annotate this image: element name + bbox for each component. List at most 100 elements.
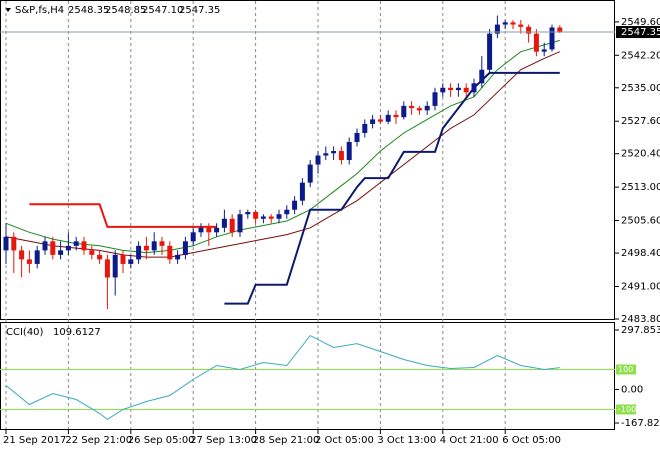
chart-title: S&P,fs,H4: [15, 5, 64, 16]
title-value: 2548.85: [105, 5, 146, 16]
candle-body: [299, 182, 305, 201]
cci-line: [5, 334, 560, 421]
y-tick-label: 2513.00: [621, 182, 660, 193]
y-tick-label: 2520.40: [621, 149, 660, 160]
main-frame: [0, 0, 615, 320]
level-box: [616, 364, 636, 375]
price-label-box: [616, 26, 660, 39]
candle-body: [112, 254, 118, 278]
candle-body: [557, 27, 563, 33]
x-tick-label: 2 Oct 05:00: [315, 435, 374, 446]
candle-body: [401, 105, 407, 118]
candle-body: [198, 227, 204, 233]
indicator-line: [224, 71, 560, 305]
candle-body: [175, 254, 181, 260]
candle-body: [268, 216, 274, 219]
candle-body: [136, 245, 142, 260]
level-label: -100: [618, 405, 636, 414]
candle-body: [120, 254, 126, 264]
level-box: [616, 404, 636, 415]
candle-body: [354, 132, 360, 142]
y-tick-label: 2535.00: [621, 83, 660, 94]
candle-body: [237, 214, 243, 233]
candle-body: [143, 245, 149, 251]
candle-body: [260, 216, 266, 219]
title-value: 2548.35: [68, 5, 109, 16]
x-tick-label: 28 Sep 21:00: [253, 435, 320, 446]
candle-body: [42, 241, 48, 251]
candle-body: [440, 87, 446, 93]
candle-body: [97, 254, 103, 260]
candle-body: [432, 92, 438, 106]
candle-body: [58, 250, 64, 255]
candle-body: [323, 153, 329, 156]
y-tick-label: 0.00: [621, 384, 643, 395]
y-tick-label: 2498.40: [621, 248, 660, 259]
candle-body: [206, 227, 212, 233]
candle-body: [487, 33, 493, 70]
candle-body: [315, 155, 321, 165]
y-tick-label: 2542.20: [621, 50, 660, 61]
y-tick-label: 2549.60: [621, 17, 660, 28]
candle-body: [128, 259, 134, 264]
candle-body: [338, 151, 344, 161]
candle-body: [65, 245, 71, 251]
candle-body: [214, 227, 220, 233]
candle-body: [11, 236, 17, 251]
cci-title: CCI(40): [6, 327, 44, 338]
candle-body: [73, 241, 79, 246]
candle-body: [81, 241, 87, 251]
candle-body: [229, 218, 235, 233]
candle-body: [159, 241, 165, 246]
candle-body: [292, 200, 298, 210]
candle-body: [331, 151, 337, 154]
candle-body: [533, 33, 539, 52]
candle-body: [167, 245, 173, 260]
candle-body: [50, 241, 56, 255]
candle-body: [502, 22, 508, 25]
candle-body: [89, 250, 95, 255]
candle-body: [455, 87, 461, 91]
x-tick-label: 21 Sep 2017: [3, 435, 66, 446]
candle-body: [510, 22, 516, 25]
candle-body: [526, 26, 532, 34]
candle-body: [3, 236, 9, 251]
candle-body: [362, 123, 368, 133]
candle-body: [541, 49, 547, 52]
y-tick-label: -167.8282: [621, 418, 660, 429]
candle-body: [479, 69, 485, 84]
sub-frame: [0, 322, 615, 430]
title-value: 2547.35: [179, 5, 220, 16]
level-label: 100: [618, 365, 633, 374]
candle-body: [221, 218, 227, 228]
cci-value: 109.6127: [53, 327, 101, 338]
y-tick-label: 2505.60: [621, 216, 660, 227]
y-tick-label: 2491.00: [621, 281, 660, 292]
candle-body: [307, 164, 313, 183]
x-tick-label: 4 Oct 21:00: [440, 435, 499, 446]
candle-body: [518, 24, 524, 27]
candle-body: [424, 105, 430, 111]
y-tick-label: 297.8539: [621, 325, 660, 336]
candle-body: [34, 250, 40, 264]
candle-body: [19, 250, 25, 260]
x-tick-label: 26 Sep 05:00: [128, 435, 195, 446]
candle-body: [385, 114, 391, 122]
x-tick-label: 27 Sep 13:00: [190, 435, 257, 446]
candle-body: [377, 119, 383, 122]
candle-body: [416, 108, 422, 111]
price-label: 2547.35: [621, 27, 660, 38]
candle-body: [284, 209, 290, 215]
indicator-line: [29, 203, 217, 228]
candle-body: [370, 119, 376, 124]
candle-body: [549, 27, 555, 50]
candle-body: [104, 259, 110, 278]
candle-body: [471, 83, 477, 93]
x-tick-label: 22 Sep 21:00: [65, 435, 132, 446]
candle-body: [409, 105, 415, 109]
candle-body: [253, 211, 259, 219]
title-value: 2547.10: [142, 5, 183, 16]
candle-body: [448, 87, 454, 91]
x-tick-label: 6 Oct 05:00: [502, 435, 561, 446]
